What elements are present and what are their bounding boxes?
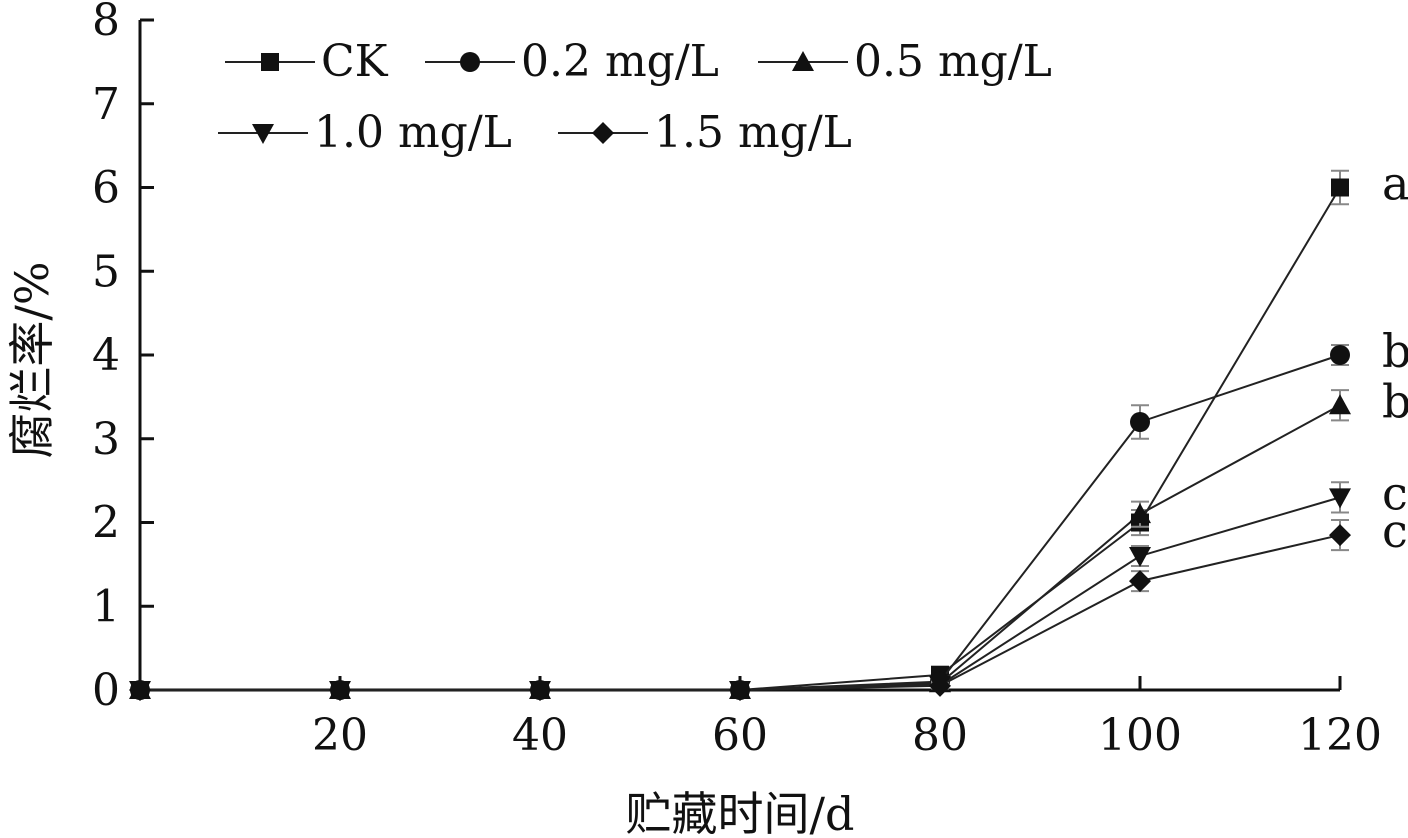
series-layer bbox=[129, 169, 1351, 701]
legend-label: CK bbox=[321, 36, 389, 87]
data-point bbox=[929, 674, 951, 697]
y-tick-label: 2 bbox=[92, 498, 120, 549]
y-tick-label: 3 bbox=[92, 414, 120, 465]
data-point bbox=[1329, 524, 1351, 547]
series-line bbox=[140, 496, 1341, 691]
significance-label: a bbox=[1382, 157, 1408, 211]
series-line bbox=[140, 534, 1341, 691]
legend-label: 0.5 mg/L bbox=[854, 36, 1052, 87]
data-point bbox=[1329, 488, 1351, 509]
legend: CK 0.2 mg/L 0.5 mg/L 1.0 mg/L 1.5 mg/L bbox=[218, 36, 1052, 158]
legend-marker bbox=[592, 122, 614, 144]
y-axis-title: 腐烂率/% bbox=[5, 261, 59, 458]
legend-item: 0.2 mg/L bbox=[425, 36, 719, 87]
legend-item: CK bbox=[225, 36, 389, 87]
series-line bbox=[140, 404, 1341, 691]
data-point bbox=[529, 679, 551, 701]
significance-label: b bbox=[1382, 374, 1408, 428]
legend-marker bbox=[261, 53, 279, 71]
x-axis-title: 贮藏时间/d bbox=[626, 787, 855, 838]
data-point bbox=[1129, 570, 1151, 593]
data-point bbox=[1330, 345, 1350, 365]
data-point bbox=[729, 679, 751, 701]
x-tick-label: 40 bbox=[512, 710, 568, 761]
legend-marker bbox=[792, 51, 814, 71]
data-point bbox=[1129, 503, 1151, 524]
series-1-5-mg-l bbox=[129, 518, 1351, 701]
series-1-0-mg-l bbox=[129, 481, 1351, 701]
significance-label: b bbox=[1382, 324, 1408, 378]
x-tick-label: 100 bbox=[1098, 710, 1182, 761]
legend-item: 1.5 mg/L bbox=[558, 107, 852, 158]
series-line bbox=[140, 186, 1341, 691]
y-tick-label: 0 bbox=[92, 665, 120, 716]
series-0-5-mg-l bbox=[129, 389, 1351, 699]
legend-label: 1.5 mg/L bbox=[654, 107, 852, 158]
legend-label: 1.0 mg/L bbox=[314, 107, 512, 158]
y-tick-label: 6 bbox=[92, 163, 120, 214]
significance-label: c bbox=[1382, 504, 1408, 558]
data-point bbox=[329, 679, 351, 701]
x-tick-label: 80 bbox=[912, 710, 968, 761]
data-point bbox=[129, 679, 151, 701]
significance-label: c bbox=[1382, 466, 1408, 520]
y-tick-label: 7 bbox=[92, 79, 120, 130]
legend-marker bbox=[252, 124, 274, 144]
y-tick-label: 4 bbox=[92, 330, 120, 381]
legend-item: 1.0 mg/L bbox=[218, 107, 512, 158]
x-tick-label: 20 bbox=[312, 710, 368, 761]
x-tick-label: 120 bbox=[1298, 710, 1382, 761]
series-0-2-mg-l bbox=[130, 343, 1350, 700]
x-tick-label: 60 bbox=[712, 710, 768, 761]
data-point bbox=[1329, 394, 1351, 415]
data-point bbox=[1130, 412, 1150, 432]
legend-item: 0.5 mg/L bbox=[758, 36, 1052, 87]
y-tick-label: 1 bbox=[92, 581, 120, 632]
legend-marker bbox=[460, 52, 480, 72]
legend-label: 0.2 mg/L bbox=[521, 36, 719, 87]
y-tick-label: 5 bbox=[92, 246, 120, 297]
axes: 0 1 2 3 4 5 6 7 8 20 40 60 80 100 120 bbox=[92, 0, 1382, 761]
data-point bbox=[1331, 178, 1349, 197]
series-line bbox=[140, 354, 1341, 691]
y-tick-label: 8 bbox=[92, 0, 120, 46]
data-point bbox=[1129, 547, 1151, 567]
series-ck bbox=[131, 169, 1349, 699]
